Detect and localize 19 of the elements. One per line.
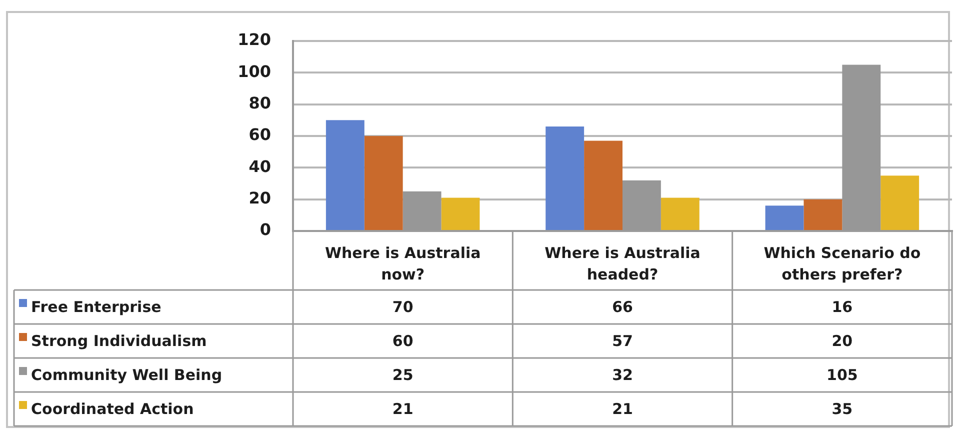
x-tick-label: Where is Australia now?	[324, 244, 481, 284]
bar	[326, 120, 364, 230]
bar	[880, 176, 920, 230]
bar	[584, 140, 622, 230]
bar	[364, 136, 403, 230]
bar	[765, 206, 804, 230]
y-tick-label: 100	[238, 62, 271, 81]
y-tick-label: 40	[248, 156, 271, 176]
bar	[804, 199, 842, 230]
y-tick-label: 60	[248, 125, 271, 144]
y-tick-label: 80	[248, 93, 271, 112]
y-tick-label: 20	[248, 188, 271, 208]
y-tick-label: 120	[238, 30, 271, 50]
x-tick-label: Which Scenario do others prefer?	[764, 244, 921, 284]
bar	[660, 198, 700, 230]
x-tick-label: Where is Australia headed?	[544, 244, 700, 284]
bar	[441, 198, 480, 230]
y-tick-label: 0	[260, 220, 271, 240]
bar	[546, 126, 584, 230]
